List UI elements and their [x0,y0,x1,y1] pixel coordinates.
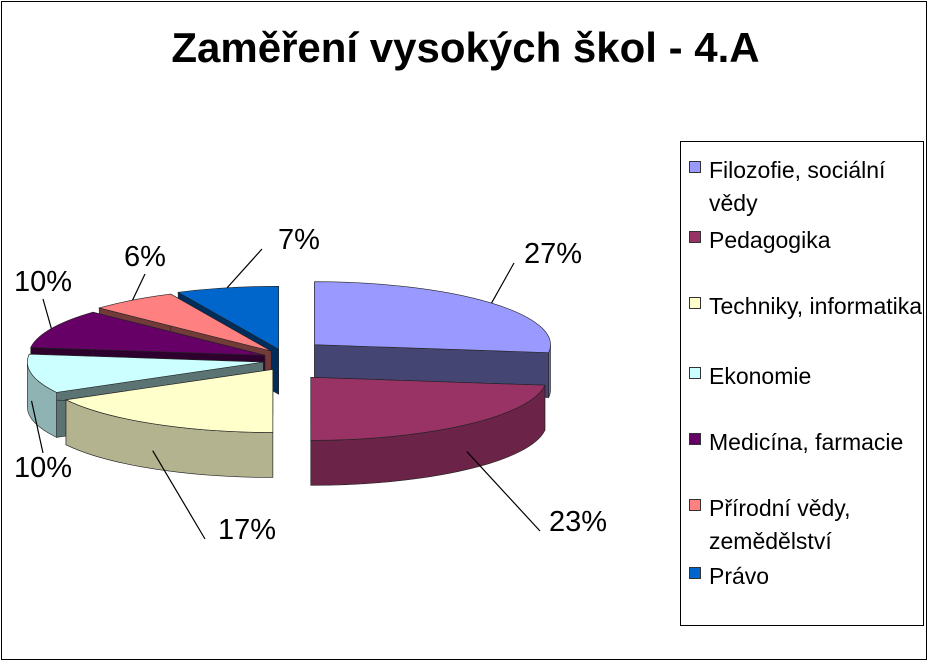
legend-swatch-pravo [689,567,701,579]
legend-swatch-prirodni-vedy [689,499,701,511]
legend-label-pravo: Právo [709,563,770,589]
slice-ekonomie [27,353,264,393]
legend-swatch-ekonomie [689,367,701,379]
leader-line-pravo [226,248,263,289]
leader-line-medicina [42,298,52,329]
slice-filozofie [314,281,551,353]
data-label-techniky: 17% [218,514,276,546]
data-label-pedagogika: 23% [549,506,607,538]
legend-label-filozofie: Filozofie, sociální vědy [709,157,886,216]
legend-label-ekonomie: Ekonomie [709,363,812,389]
leader-line-techniky [152,450,206,540]
data-label-medicina: 10% [14,266,72,298]
legend-label-medicina: Medicína, farmacie [709,429,904,455]
leader-line-ekonomie [30,400,44,454]
legend-swatch-pedagogika [689,231,701,243]
legend-label-techniky: Techniky, informatika [709,293,923,319]
chart-title: Zaměření vysokých škol - 4.A [171,24,760,71]
slice-pravo [177,285,279,350]
legend-swatch-filozofie [689,161,701,173]
legend-label-pedagogika: Pedagogika [709,227,831,253]
slice-pedagogika [310,377,546,441]
data-label-filozofie: 27% [524,238,582,270]
leader-line-filozofie [491,262,515,304]
legend-swatch-medicina [689,433,701,445]
data-label-ekonomie: 10% [14,452,72,484]
legend-label-prirodni-vedy: Přírodní vědy, zemědělství [709,495,851,554]
data-label-prirodni-vedy: 6% [124,241,166,273]
legend-swatch-techniky [689,297,701,309]
data-label-pravo: 7% [278,224,320,256]
slice-techniky [65,369,274,433]
leader-line-pedagogika [466,451,541,532]
leader-line-prirodni-vedy [131,273,146,301]
legend: Filozofie, sociální vědy Pedagogika Techni… [680,141,924,626]
